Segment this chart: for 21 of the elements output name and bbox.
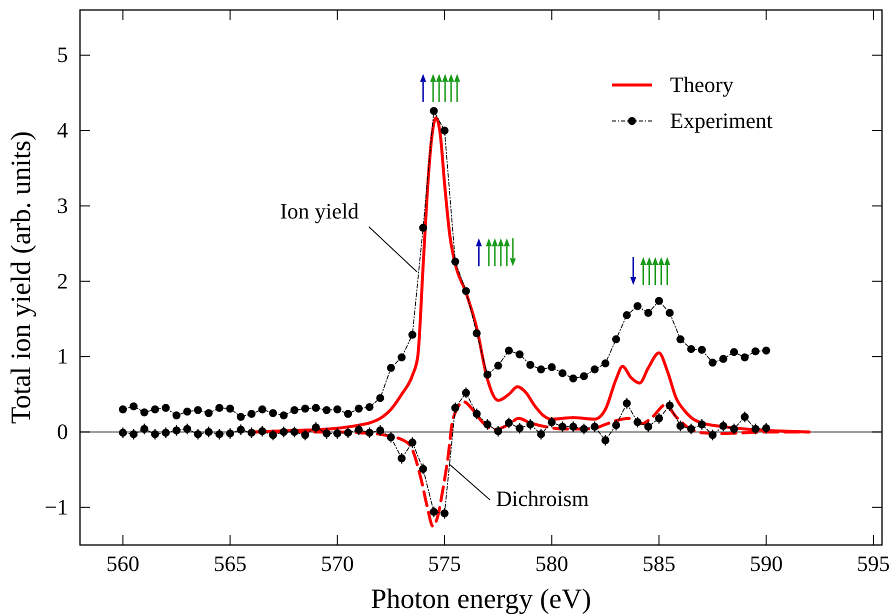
x-tick-label: 595	[856, 551, 890, 576]
x-axis-title: Photon energy (eV)	[370, 584, 592, 615]
x-tick-label: 580	[535, 551, 568, 576]
y-tick-label: 0	[57, 418, 68, 444]
legend-label: Experiment	[670, 108, 773, 133]
y-tick-label: 4	[57, 118, 68, 143]
annotation: Ion yield	[280, 198, 359, 224]
x-tick-label: 560	[106, 551, 140, 576]
x-tick-label: 570	[320, 551, 354, 576]
y-tick-label: 1	[57, 344, 68, 369]
y-tick-label: 3	[57, 192, 68, 218]
y-axis-title: Total ion yield (arb. units)	[6, 131, 37, 424]
x-tick-label: 585	[642, 551, 676, 576]
y-tick-label: 2	[57, 268, 68, 294]
annotation: Dichroism	[496, 486, 589, 511]
x-tick-label: 590	[750, 551, 783, 576]
y-tick-label: −1	[44, 494, 68, 520]
x-tick-label: 565	[214, 551, 247, 576]
x-tick-label: 575	[428, 551, 462, 576]
legend-label: Theory	[670, 72, 734, 97]
y-tick-label: 5	[57, 42, 68, 68]
